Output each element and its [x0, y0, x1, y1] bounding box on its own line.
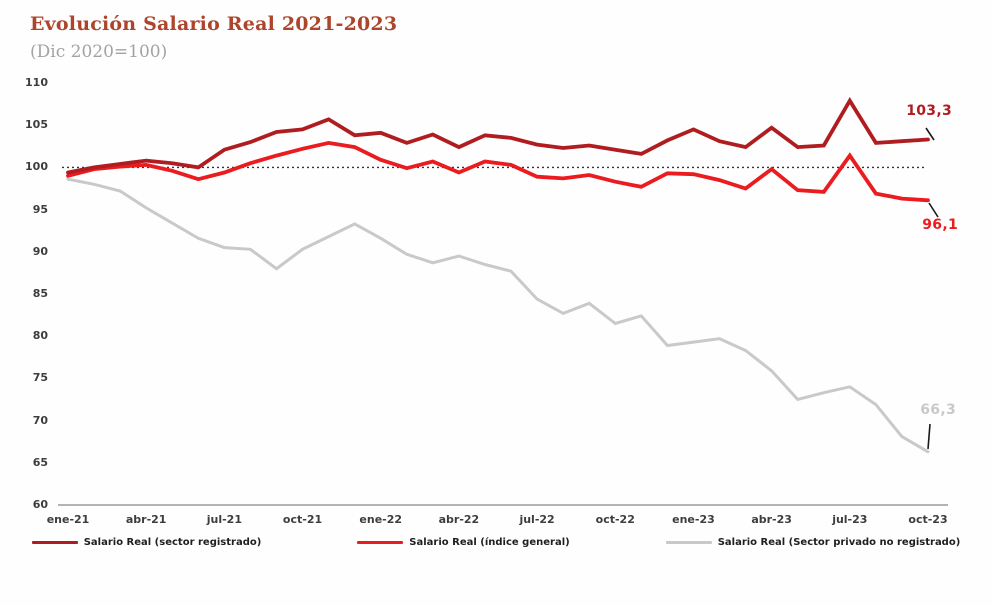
legend-label: Salario Real (sector registrado) — [83, 537, 262, 548]
series-line-1 — [66, 140, 930, 203]
x-tick-abr-23: abr-23 — [751, 513, 792, 526]
x-tick-abr-22: abr-22 — [438, 513, 480, 526]
legend-item-2: Salario Real (Sector privado no registra… — [665, 537, 961, 548]
chart-subtitle: (Dic 2020=100) — [30, 42, 168, 62]
legend-swatch-icon — [31, 541, 78, 544]
x-tick-ene-22: ene-22 — [359, 513, 403, 526]
legend-item-1: Salario Real (índice general) — [357, 537, 570, 548]
x-tick-jul-22: jul-22 — [519, 513, 555, 526]
y-tick-90: 90 — [32, 244, 48, 258]
x-tick-ene-23: ene-23 — [672, 513, 715, 526]
x-tick-oct-21: oct-21 — [282, 513, 323, 526]
x-tick-abr-21: abr-21 — [125, 513, 167, 526]
end-label-series-1: 96,1 — [922, 217, 958, 233]
series-line-0 — [66, 97, 930, 175]
x-tick-jul-21: jul-21 — [206, 513, 242, 526]
x-tick-jul-23: jul-23 — [832, 513, 868, 526]
end-label-pointer-2 — [927, 423, 931, 450]
y-tick-85: 85 — [32, 287, 48, 300]
y-tick-110: 110 — [25, 76, 48, 89]
y-tick-95: 95 — [32, 202, 48, 216]
legend-swatch-icon — [357, 541, 404, 544]
y-tick-60: 60 — [32, 498, 48, 511]
end-label-series-2: 66,3 — [920, 402, 956, 418]
x-tick-oct-23: oct-23 — [908, 513, 948, 526]
legend-item-0: Salario Real (sector registrado) — [31, 537, 262, 548]
y-tick-100: 100 — [25, 160, 48, 174]
chart-title: Evolución Salario Real 2021-2023 — [30, 13, 398, 35]
y-tick-75: 75 — [32, 371, 48, 385]
x-tick-oct-22: oct-22 — [595, 513, 635, 526]
legend-label: Salario Real (índice general) — [409, 537, 570, 548]
end-label-series-0: 103,3 — [906, 103, 952, 119]
series-line-2 — [66, 177, 930, 454]
x-tick-ene-21: ene-21 — [46, 513, 90, 526]
legend: Salario Real (sector registrado) Salario … — [0, 537, 992, 548]
end-label-pointer-0 — [925, 127, 935, 141]
y-tick-105: 105 — [25, 118, 48, 132]
legend-swatch-icon — [665, 541, 712, 544]
y-tick-65: 65 — [32, 455, 48, 469]
end-label-pointer-1 — [928, 202, 939, 218]
y-tick-70: 70 — [32, 413, 48, 427]
y-tick-80: 80 — [32, 329, 48, 343]
legend-label: Salario Real (Sector privado no registra… — [717, 537, 961, 548]
